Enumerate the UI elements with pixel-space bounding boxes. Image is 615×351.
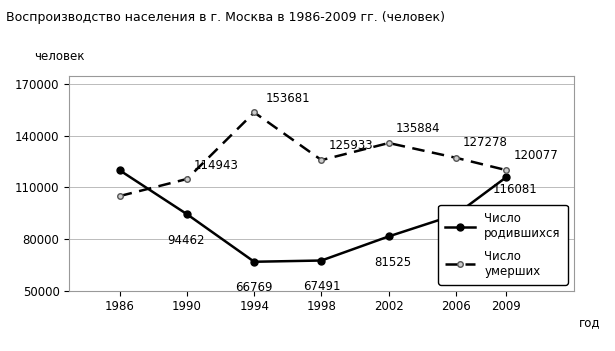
Text: 153681: 153681 <box>265 93 310 106</box>
Text: 66769: 66769 <box>236 281 273 294</box>
Text: 125933: 125933 <box>328 139 373 152</box>
Text: 114943: 114943 <box>194 159 239 172</box>
Text: Воспроизводство населения в г. Москва в 1986-2009 гг. (человек): Воспроизводство населения в г. Москва в … <box>6 11 445 24</box>
Text: 94462: 94462 <box>167 234 204 247</box>
Text: 127278: 127278 <box>463 137 508 150</box>
Text: 94271: 94271 <box>442 234 479 247</box>
Text: 81525: 81525 <box>375 256 411 269</box>
Text: 67491: 67491 <box>303 280 340 293</box>
Text: 116081: 116081 <box>493 183 537 196</box>
Text: 120077: 120077 <box>514 149 558 162</box>
Legend: Число
родившихся, Число
умерших: Число родившихся, Число умерших <box>438 205 568 285</box>
Text: год: год <box>579 316 600 329</box>
Text: 135884: 135884 <box>395 122 440 135</box>
Text: человек: человек <box>34 50 84 63</box>
